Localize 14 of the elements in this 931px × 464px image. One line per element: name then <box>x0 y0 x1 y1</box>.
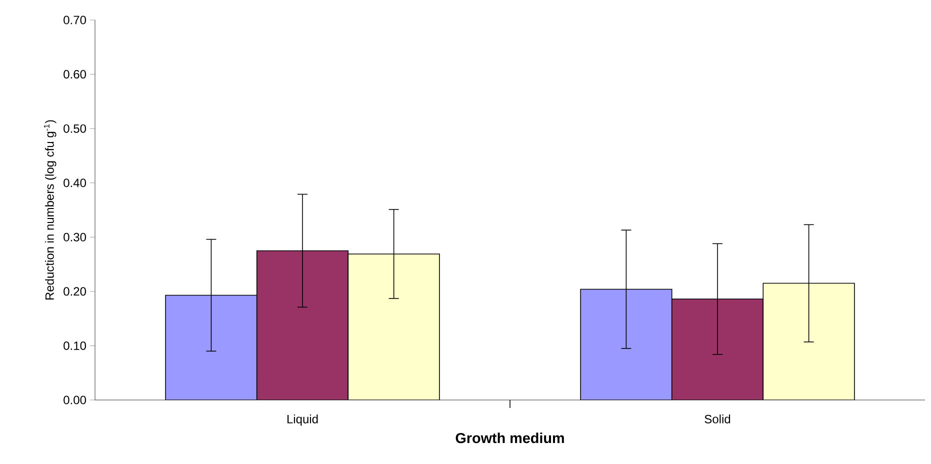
y-tick-label: 0.40 <box>64 178 86 188</box>
x-tick-label: Liquid <box>287 414 318 426</box>
bar <box>762 282 855 400</box>
y-tick-label: 0.60 <box>64 70 86 79</box>
x-tick-label: Solid <box>704 414 730 424</box>
y-tick-label: 0.20 <box>64 287 86 296</box>
y-tick-label: 0.10 <box>64 341 86 350</box>
y-axis-title: Reduction in numbers (log cfu g$^{-1}$) <box>44 120 56 300</box>
bar <box>348 254 440 400</box>
y-tick-label: 0.50 <box>64 124 86 133</box>
y-tick-label: 0.00 <box>64 396 86 404</box>
x-axis-title: Growth medium <box>456 432 564 444</box>
y-tick-label: 0.30 <box>64 232 86 242</box>
y-tick-label: 0.70 <box>64 16 86 24</box>
